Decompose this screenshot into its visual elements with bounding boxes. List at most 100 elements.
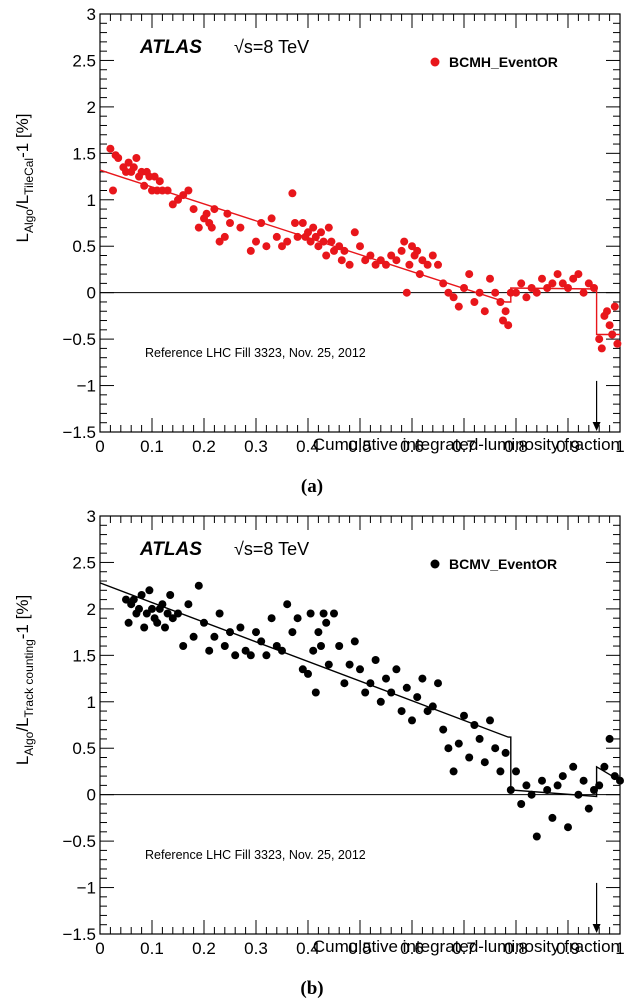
y-tick-label: 1 xyxy=(87,693,96,712)
x-tick-label: 1 xyxy=(615,939,624,958)
data-point xyxy=(220,642,229,650)
data-point xyxy=(553,781,562,790)
data-point xyxy=(161,623,169,632)
x-tick-label: 0.7 xyxy=(452,939,476,958)
data-point xyxy=(135,604,143,613)
fit-line xyxy=(99,169,620,336)
y-tick-label: −1 xyxy=(77,377,96,396)
data-point xyxy=(304,669,312,678)
data-point xyxy=(512,767,520,776)
data-point xyxy=(405,260,414,269)
data-point xyxy=(129,163,138,172)
data-point xyxy=(522,293,531,302)
data-point xyxy=(361,688,370,697)
data-point xyxy=(207,223,216,232)
data-point xyxy=(564,823,572,832)
data-point xyxy=(603,307,611,316)
data-point xyxy=(418,674,427,683)
data-point xyxy=(298,219,307,227)
data-point xyxy=(317,642,325,650)
data-point xyxy=(340,679,349,688)
data-point xyxy=(283,237,292,246)
y-tick-label: 2.5 xyxy=(72,553,96,572)
plot-frame xyxy=(99,13,621,433)
data-point xyxy=(501,307,510,316)
data-point xyxy=(460,284,468,292)
y-tick-label: 2 xyxy=(87,600,96,619)
data-point xyxy=(402,288,411,297)
data-point xyxy=(543,284,552,292)
data-point xyxy=(527,284,536,292)
data-point xyxy=(538,776,546,785)
x-tick-label: 0.9 xyxy=(556,437,580,456)
y-tick-label: 0.5 xyxy=(72,237,96,256)
data-point xyxy=(616,776,624,785)
data-point xyxy=(345,260,354,269)
data-point xyxy=(605,321,614,330)
data-point xyxy=(345,660,354,669)
x-tick-label: 1 xyxy=(615,437,624,456)
y-axis-label-part: Algo xyxy=(22,209,36,233)
data-point xyxy=(184,186,193,195)
data-point xyxy=(194,223,203,232)
data-point xyxy=(337,256,346,265)
y-axis-label-part: /L xyxy=(13,717,32,731)
y-tick-label: −1.5 xyxy=(62,925,96,944)
data-point xyxy=(210,632,219,641)
data-point xyxy=(564,284,572,292)
legend-label: BCMV_EventOR xyxy=(449,556,557,572)
data-point xyxy=(460,711,468,720)
data-point xyxy=(382,260,390,269)
y-tick-label: −0.5 xyxy=(62,330,96,349)
data-point xyxy=(226,628,234,637)
data-point xyxy=(174,195,182,204)
data-point xyxy=(137,591,146,599)
data-point xyxy=(257,637,266,646)
data-point xyxy=(278,646,286,655)
data-point xyxy=(480,758,489,767)
data-point xyxy=(486,716,494,725)
data-point xyxy=(236,623,245,632)
data-point xyxy=(400,237,409,246)
data-point xyxy=(246,651,255,660)
data-point xyxy=(590,284,598,292)
x-tick-label: 0.2 xyxy=(192,939,216,958)
data-point xyxy=(288,628,297,637)
data-point xyxy=(415,270,424,279)
y-tick-label: 0.5 xyxy=(72,739,96,758)
data-point xyxy=(267,614,276,623)
data-point xyxy=(189,205,198,214)
data-point xyxy=(202,209,211,218)
data-point xyxy=(600,762,609,771)
x-tick-label: 0.2 xyxy=(192,437,216,456)
data-point xyxy=(340,246,349,255)
x-tick-label: 0.1 xyxy=(140,939,164,958)
data-point xyxy=(319,609,328,618)
y-tick-label: 2.5 xyxy=(72,51,96,70)
data-point xyxy=(366,251,375,260)
data-point xyxy=(480,307,489,316)
data-point xyxy=(236,223,245,232)
data-point xyxy=(392,665,401,674)
data-point xyxy=(387,688,396,697)
data-point xyxy=(553,270,562,279)
y-tick-label: 0 xyxy=(87,284,96,303)
data-point xyxy=(262,242,271,251)
data-point xyxy=(413,246,422,255)
y-axis-label-part: Track counting xyxy=(22,639,36,717)
data-point xyxy=(423,707,432,716)
x-tick-label: 0.3 xyxy=(244,939,268,958)
plot-frame xyxy=(99,515,621,935)
data-point xyxy=(317,228,325,237)
data-point xyxy=(322,251,331,260)
data-point xyxy=(311,688,320,697)
data-point xyxy=(501,748,510,757)
data-point xyxy=(288,189,297,198)
data-point xyxy=(402,683,411,692)
data-point xyxy=(309,223,318,232)
x-tick-label: 0.6 xyxy=(400,939,424,958)
y-tick-label: −1.5 xyxy=(62,423,96,442)
data-point xyxy=(109,186,117,195)
data-point xyxy=(579,776,588,785)
atlas-label: ATLAS xyxy=(139,37,202,58)
